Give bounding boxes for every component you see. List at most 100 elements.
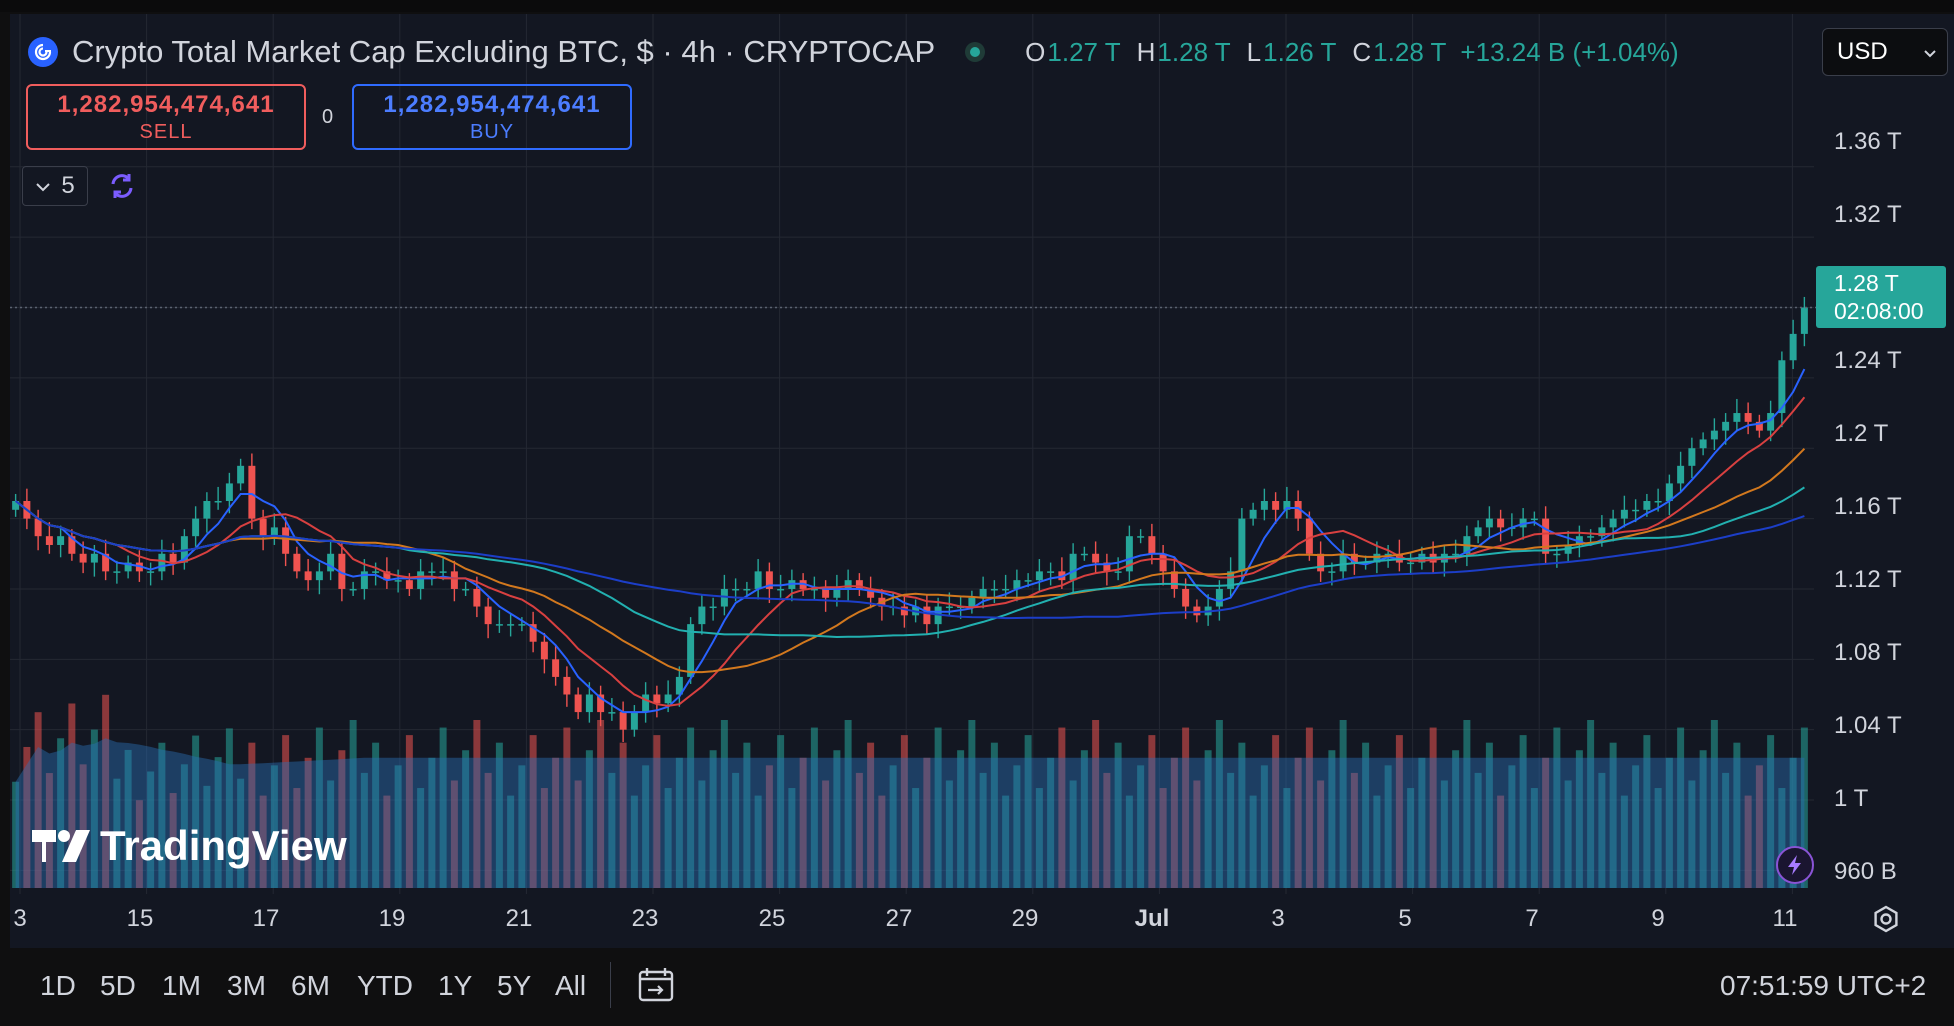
volume-bar <box>1080 750 1088 888</box>
candle-body <box>417 571 425 589</box>
high-label: H <box>1136 36 1156 67</box>
range-5y-button[interactable]: 5Y <box>497 970 532 1001</box>
candle-body <box>732 588 740 591</box>
volume-bar <box>1114 742 1122 888</box>
price-chart[interactable] <box>10 14 1954 948</box>
candle-body <box>34 518 42 537</box>
chart-pane[interactable] <box>10 14 1954 948</box>
volume-bar <box>1530 788 1538 888</box>
y-tick-label: 1.08 T <box>1834 639 1902 666</box>
candle-body <box>1092 553 1100 563</box>
candle-body <box>1215 588 1223 607</box>
volume-bar <box>507 795 515 888</box>
volume-bar <box>1452 750 1460 888</box>
settings-gear-icon[interactable] <box>1870 903 1902 935</box>
volume-bar <box>732 772 740 888</box>
candle-body <box>1688 448 1696 466</box>
tradingview-logo-icon <box>32 830 90 862</box>
volume-bar <box>1272 735 1280 888</box>
indicators-toggle[interactable]: 5 <box>22 166 88 206</box>
candle-body <box>12 501 20 510</box>
volume-bar <box>1778 788 1786 888</box>
volume-bar <box>934 727 942 888</box>
candle-body <box>192 518 200 537</box>
candle-body <box>1620 509 1628 519</box>
range-1m-button[interactable]: 1M <box>162 970 201 1001</box>
currency-select[interactable]: USD <box>1822 28 1948 76</box>
candle-body <box>563 676 571 695</box>
candle-body <box>1002 588 1010 591</box>
volume-bar <box>1677 727 1685 888</box>
candle-body <box>394 580 402 582</box>
volume-bar <box>529 735 537 888</box>
candle-body <box>462 588 470 591</box>
utc-clock[interactable]: 07:51:59 UTC+2 <box>1720 970 1927 1001</box>
range-3m-button[interactable]: 3M <box>227 970 266 1001</box>
volume-bar <box>34 712 42 888</box>
volume-bar <box>282 735 290 888</box>
candle-body <box>698 606 706 625</box>
sell-button[interactable]: 1,282,954,474,641 SELL <box>26 84 306 150</box>
volume-bar <box>147 771 155 888</box>
candle-body <box>45 536 53 545</box>
candle-body <box>619 712 627 730</box>
candle-body <box>372 571 380 573</box>
candle-body <box>1497 518 1505 528</box>
range-ytd-button[interactable]: YTD <box>357 970 413 1001</box>
volume-bar <box>484 772 492 888</box>
window-top-edge <box>0 0 1954 12</box>
volume-bar <box>450 780 458 888</box>
candle-body <box>203 501 211 519</box>
symbol-title[interactable]: Crypto Total Market Cap Excluding BTC, $… <box>72 34 936 69</box>
volume-bar <box>1710 720 1718 888</box>
volume-bar <box>270 765 278 888</box>
candle-body <box>642 694 650 713</box>
volume-bar <box>79 764 87 888</box>
candle-body <box>214 501 222 503</box>
candle-body <box>855 580 863 589</box>
range-6m-button[interactable]: 6M <box>291 970 330 1001</box>
range-all-button[interactable]: All <box>555 970 587 1001</box>
candle-body <box>315 571 323 581</box>
range-1y-button[interactable]: 1Y <box>438 970 473 1001</box>
x-tick-label: 29 <box>1011 905 1039 932</box>
ma-3-line <box>14 447 1806 674</box>
volume-bar <box>1317 780 1325 888</box>
candle-body <box>360 571 368 589</box>
volume-bar <box>540 788 548 888</box>
volume-bar <box>1407 788 1415 888</box>
volume-bar <box>979 772 987 888</box>
volume-bar <box>428 757 436 888</box>
volume-bar <box>1609 742 1617 888</box>
last-price-value: 1.28 T <box>1834 270 1899 296</box>
volume-bar <box>1564 780 1572 888</box>
chevron-down-icon <box>35 172 51 200</box>
candle-body <box>1238 518 1246 572</box>
candle-body <box>675 676 683 695</box>
volume-bar <box>1587 720 1595 888</box>
range-1d-button[interactable]: 1D <box>40 970 76 1001</box>
tradingview-logo[interactable]: TradingView <box>30 822 347 870</box>
bottom-toolbar <box>0 950 1954 1026</box>
volume-bar <box>1643 735 1651 888</box>
volume-bar <box>1497 795 1505 888</box>
date-range-icon[interactable] <box>634 966 678 1006</box>
ma-5-line <box>14 500 1805 620</box>
buy-price: 1,282,954,474,641 <box>383 90 601 118</box>
x-tick-label: 19 <box>378 905 406 932</box>
volume-bar <box>1159 788 1167 888</box>
sync-icon[interactable] <box>106 170 138 202</box>
ma-4-line <box>14 486 1805 639</box>
volume-bar <box>833 750 841 888</box>
volume-bar <box>720 720 728 888</box>
candle-body <box>1767 413 1775 431</box>
y-tick-label: 1.04 T <box>1834 712 1902 739</box>
range-5d-button[interactable]: 5D <box>100 970 136 1001</box>
lightning-icon[interactable] <box>1776 846 1814 884</box>
buy-button[interactable]: 1,282,954,474,641 BUY <box>352 84 632 150</box>
candle-body <box>237 465 245 484</box>
x-tick-label: 11 <box>1772 905 1798 932</box>
volume-bar <box>855 772 863 888</box>
candle-body <box>1710 430 1718 440</box>
volume-bar <box>585 750 593 888</box>
